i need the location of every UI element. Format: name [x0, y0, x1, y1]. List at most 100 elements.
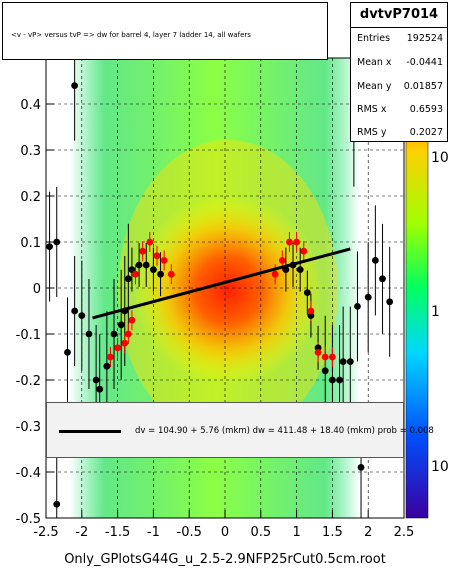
stats-box: dvtvP7014 Entries 192524 Mean x -0.0441 Me…: [350, 2, 448, 142]
black-point: [110, 330, 118, 338]
red-point: [329, 353, 336, 361]
red-point: [153, 252, 161, 260]
stats-value: -0.0441: [406, 57, 443, 68]
y-tick-label: 0.1: [20, 236, 41, 251]
black-point: [71, 307, 79, 315]
red-point: [132, 270, 139, 278]
fit-line: [92, 247, 351, 320]
y-tick-label: 0: [33, 282, 41, 297]
black-point: [46, 243, 53, 251]
y-tick-label: 0.3: [20, 144, 41, 159]
fit-legend-text: dv = 104.90 + 5.76 (mkm) dw = 411.48 + 1…: [135, 426, 434, 436]
red-point: [124, 330, 132, 338]
y-tick-label: 0.2: [20, 190, 41, 205]
z-tick-label: 1: [431, 304, 440, 320]
plot-title-box: <v - vP> versus tvP => dw for barrel 4, …: [2, 2, 328, 60]
black-point: [357, 464, 365, 471]
x-tick-label: -2: [75, 525, 88, 540]
x-tick-label: -0.5: [177, 525, 202, 540]
z-tick-label: 10: [431, 150, 449, 166]
black-point: [354, 303, 361, 310]
black-point: [78, 312, 86, 319]
black-point: [128, 266, 136, 273]
black-point: [85, 330, 93, 338]
black-point: [329, 376, 336, 384]
black-point: [336, 376, 343, 384]
black-point: [117, 321, 125, 329]
black-point: [124, 275, 132, 283]
black-point: [346, 358, 354, 365]
z-axis: 10 1 10: [431, 150, 449, 475]
red-point: [128, 316, 136, 324]
stats-label: RMS x: [357, 104, 387, 115]
stats-row-entries: Entries 192524: [357, 33, 443, 47]
stats-label: Mean x: [357, 57, 392, 68]
y-tick-label: -0.5: [16, 512, 41, 527]
y-tick-label: -0.2: [16, 374, 41, 389]
black-point: [282, 266, 290, 273]
stats-label: RMS y: [357, 127, 387, 138]
x-tick-label: 0.5: [250, 525, 271, 540]
fit-legend-line: [59, 430, 121, 433]
red-point: [271, 270, 279, 278]
red-point: [314, 349, 322, 356]
plot-title: <v - vP> versus tvP => dw for barrel 4, …: [11, 31, 251, 39]
red-point: [278, 257, 286, 264]
black-point: [321, 367, 329, 375]
stats-value: 0.01857: [403, 81, 443, 92]
red-point: [321, 353, 329, 361]
y-axis: -0.5 -0.4 -0.3 -0.2 -0.1 0 0.1 0.2 0.3 0.4: [16, 98, 54, 527]
red-point: [307, 307, 315, 315]
black-point: [103, 362, 111, 370]
red-point: [286, 238, 293, 246]
stats-label: Mean y: [357, 81, 392, 92]
file-name: Only_GPlotsG44G_u_2.5-2.9NFP25rCut0.5cm.…: [64, 552, 386, 567]
red-point: [107, 353, 114, 361]
black-point: [289, 261, 297, 269]
black-point: [39, 349, 46, 356]
black-point: [364, 293, 372, 301]
stats-row-rms-x: RMS x 0.6593: [357, 104, 443, 118]
black-point: [371, 257, 379, 264]
black-point: [96, 385, 104, 393]
x-tick-label: -1.5: [105, 525, 130, 540]
x-tick-label: 2: [364, 525, 372, 540]
data-points: [39, 82, 394, 508]
x-tick-label: 1.5: [322, 525, 343, 540]
y-tick-label: 0.4: [20, 98, 41, 113]
red-point: [167, 270, 175, 278]
y-tick-label: -0.4: [16, 466, 41, 481]
red-point: [146, 238, 154, 246]
black-point: [64, 349, 71, 356]
black-point: [135, 261, 143, 269]
x-tick-label: -1: [147, 525, 160, 540]
black-point: [379, 275, 386, 283]
red-point: [121, 339, 129, 347]
x-tick-label: -2.5: [33, 525, 58, 540]
red-point: [293, 238, 300, 246]
fit-legend: dv = 104.90 + 5.76 (mkm) dw = 411.48 + 1…: [46, 402, 434, 458]
x-tick-label: 1: [292, 525, 300, 540]
stats-value: 0.2027: [409, 127, 443, 138]
black-point: [71, 82, 79, 89]
stats-value: 0.6593: [409, 104, 443, 115]
red-point: [300, 247, 308, 255]
black-point: [92, 376, 100, 384]
black-point: [150, 266, 157, 273]
red-point: [160, 257, 168, 264]
black-point: [303, 289, 311, 296]
stats-label: Entries: [357, 33, 391, 44]
x-tick-label: 2.5: [394, 525, 415, 540]
stats-row-mean-x: Mean x -0.0441: [357, 57, 443, 71]
y-tick-label: -0.1: [16, 328, 41, 343]
density-core: [133, 195, 323, 385]
x-axis: -2.5 -2 -1.5 -1 -0.5 0 0.5 1 1.5 2 2.5: [33, 510, 414, 540]
x-tick-label: 0: [221, 525, 229, 540]
stats-value: 192524: [406, 33, 443, 44]
stats-row-mean-y: Mean y 0.01857: [357, 81, 443, 95]
black-point: [53, 238, 61, 246]
black-point: [142, 261, 150, 269]
black-point: [53, 500, 61, 508]
black-point: [157, 270, 164, 278]
black-point: [121, 307, 129, 315]
